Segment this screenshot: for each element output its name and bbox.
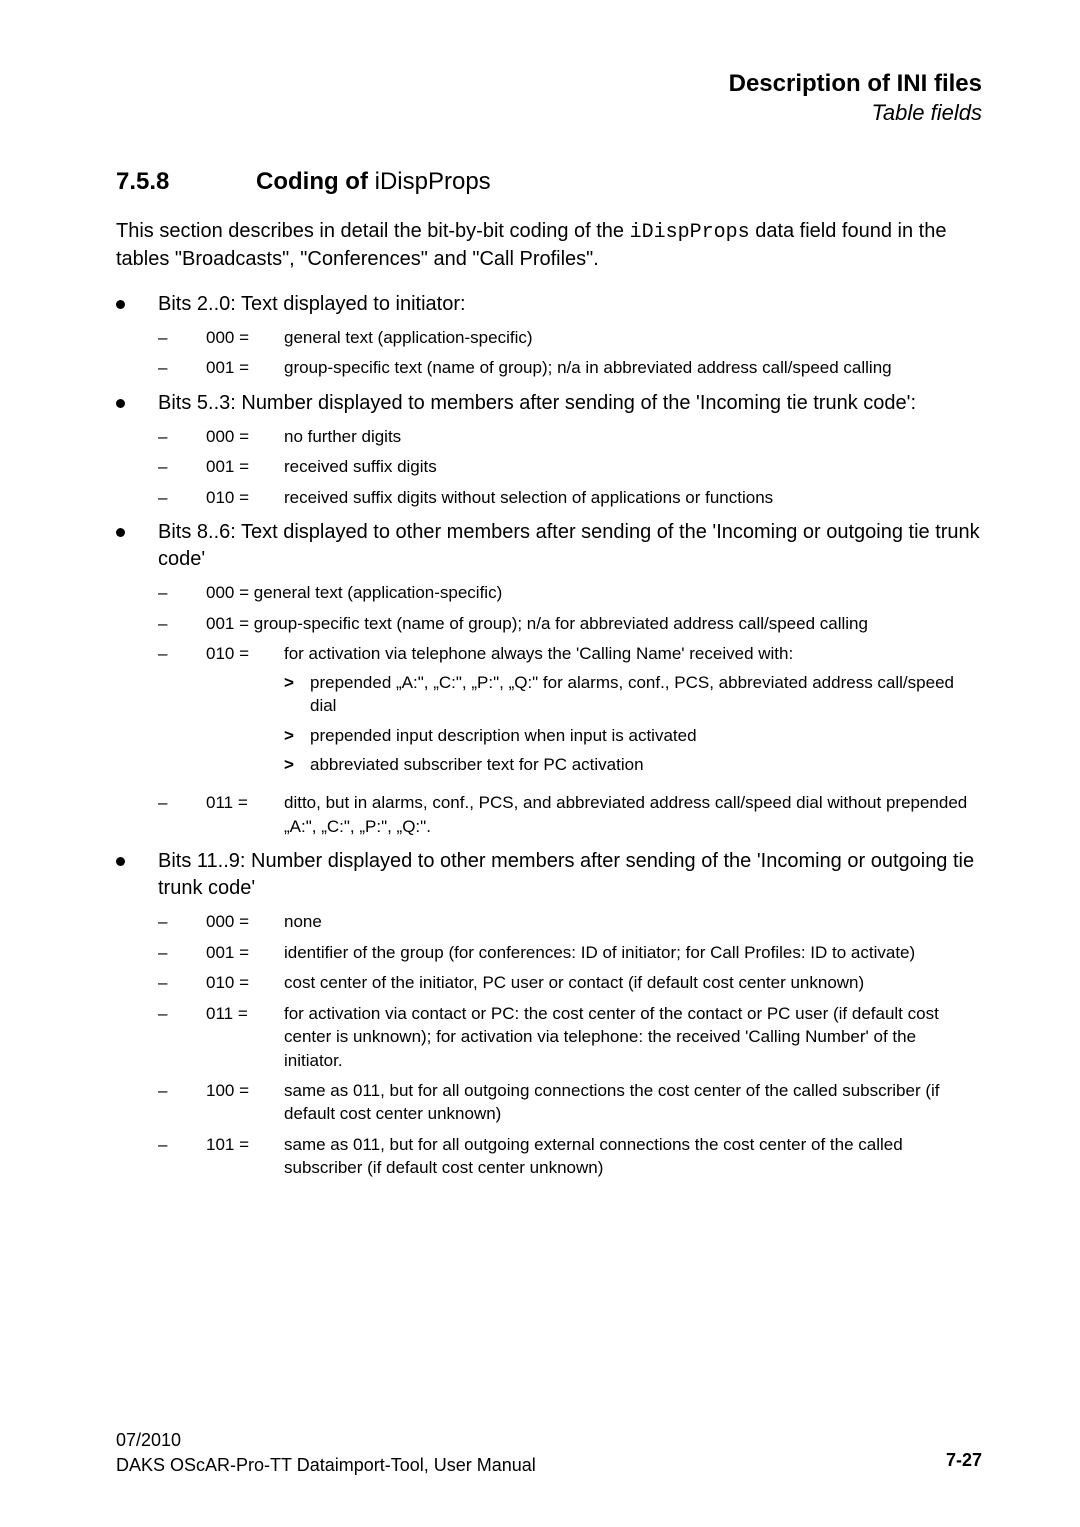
bit-desc: received suffix digits without selection…: [284, 486, 976, 509]
bit-code: 011 =: [206, 791, 284, 814]
dash-item: 000 =general text (application-specific): [158, 326, 982, 349]
bit-code: 001 =: [206, 455, 284, 478]
bit-desc: for activation via contact or PC: the co…: [284, 1002, 976, 1072]
bit-code: 100 =: [206, 1079, 284, 1102]
footer-page: 7-27: [946, 1450, 982, 1471]
dash-item: 000 = general text (application-specific…: [158, 581, 982, 604]
dash-item: 010 =for activation via telephone always…: [158, 642, 982, 784]
chevron-item: prepended input description when input i…: [284, 725, 976, 748]
bit-desc: group-specific text (name of group); n/a…: [284, 356, 976, 379]
dash-list: 000 =none001 =identifier of the group (f…: [158, 910, 982, 1180]
dash-item: 011 =for activation via contact or PC: t…: [158, 1002, 982, 1072]
footer-date: 07/2010: [116, 1428, 536, 1452]
top-bullet: Bits 11..9: Number displayed to other me…: [116, 848, 982, 1180]
chevron-list: prepended „A:", „C:", „P:", „Q:" for ala…: [284, 672, 976, 778]
footer-left: 07/2010 DAKS OScAR-Pro-TT Dataimport-Too…: [116, 1428, 536, 1477]
dash-list: 000 = general text (application-specific…: [158, 581, 982, 838]
bit-desc: same as 011, but for all outgoing connec…: [284, 1079, 976, 1126]
dash-list: 000 =no further digits001 =received suff…: [158, 425, 982, 509]
bit-code: 001 =: [206, 941, 284, 964]
bullet-heading: Bits 8..6: Text displayed to other membe…: [158, 519, 982, 573]
bit-code: 000 =: [206, 326, 284, 349]
bit-desc: identifier of the group (for conferences…: [284, 941, 976, 964]
bit-code: 000 =: [206, 425, 284, 448]
page-footer: 07/2010 DAKS OScAR-Pro-TT Dataimport-Too…: [116, 1428, 982, 1477]
intro-text-1: This section describes in detail the bit…: [116, 220, 630, 242]
bullet-heading: Bits 5..3: Number displayed to members a…: [158, 390, 982, 417]
header-title: Description of INI files: [116, 70, 982, 98]
dash-item: 001 =identifier of the group (for confer…: [158, 941, 982, 964]
dash-item: 000 =no further digits: [158, 425, 982, 448]
page-header: Description of INI files Table fields: [116, 70, 982, 126]
dash-item: 100 =same as 011, but for all outgoing c…: [158, 1079, 982, 1126]
section-title-prefix: Coding of: [256, 168, 375, 195]
bit-desc: cost center of the initiator, PC user or…: [284, 971, 976, 994]
bit-desc: no further digits: [284, 425, 976, 448]
bit-desc: same as 011, but for all outgoing extern…: [284, 1133, 976, 1180]
bit-desc: for activation via telephone always the …: [284, 642, 976, 784]
top-bullet-list: Bits 2..0: Text displayed to initiator: 0…: [116, 291, 982, 1180]
top-bullet: Bits 8..6: Text displayed to other membe…: [116, 519, 982, 838]
section-number: 7.5.8: [116, 168, 256, 196]
header-subtitle: Table fields: [116, 100, 982, 126]
intro-code: iDispProps: [630, 221, 750, 244]
dash-item: 001 =group-specific text (name of group)…: [158, 356, 982, 379]
bit-code: 010 =: [206, 971, 284, 994]
top-bullet: Bits 5..3: Number displayed to members a…: [116, 390, 982, 509]
chevron-item: prepended „A:", „C:", „P:", „Q:" for ala…: [284, 672, 976, 718]
dash-item: 000 =none: [158, 910, 982, 933]
dash-item: 001 =received suffix digits: [158, 455, 982, 478]
section-heading: 7.5.8Coding of iDispProps: [116, 168, 982, 196]
bit-code: 101 =: [206, 1133, 284, 1156]
dash-item: 001 = group-specific text (name of group…: [158, 612, 982, 635]
bit-desc: received suffix digits: [284, 455, 976, 478]
bit-code: 011 =: [206, 1002, 284, 1025]
chevron-item: abbreviated subscriber text for PC activ…: [284, 754, 976, 777]
top-bullet: Bits 2..0: Text displayed to initiator: 0…: [116, 291, 982, 380]
dash-item: 011 =ditto, but in alarms, conf., PCS, a…: [158, 791, 982, 838]
intro-paragraph: This section describes in detail the bit…: [116, 218, 982, 273]
dash-item: 101 =same as 011, but for all outgoing e…: [158, 1133, 982, 1180]
bit-code: 000 =: [206, 910, 284, 933]
bit-code: 010 =: [206, 486, 284, 509]
section-title-code: iDispProps: [375, 168, 491, 195]
dash-list: 000 =general text (application-specific)…: [158, 326, 982, 380]
bullet-heading: Bits 11..9: Number displayed to other me…: [158, 848, 982, 902]
bullet-heading: Bits 2..0: Text displayed to initiator:: [158, 291, 982, 318]
bit-desc: none: [284, 910, 976, 933]
bit-desc: general text (application-specific): [284, 326, 976, 349]
footer-doc: DAKS OScAR-Pro-TT Dataimport-Tool, User …: [116, 1453, 536, 1477]
bit-code: 010 =: [206, 642, 284, 665]
dash-item: 010 =received suffix digits without sele…: [158, 486, 982, 509]
dash-item: 010 =cost center of the initiator, PC us…: [158, 971, 982, 994]
bit-code: 001 =: [206, 356, 284, 379]
bit-desc: ditto, but in alarms, conf., PCS, and ab…: [284, 791, 976, 838]
